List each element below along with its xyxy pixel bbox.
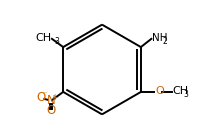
Text: NH: NH	[152, 33, 168, 43]
Text: 2: 2	[162, 37, 167, 46]
Text: 3: 3	[54, 37, 59, 46]
Text: CH: CH	[35, 33, 51, 43]
Text: O: O	[37, 91, 46, 103]
Text: ⁻: ⁻	[42, 89, 47, 98]
Text: O: O	[46, 104, 55, 117]
Text: N: N	[46, 94, 55, 107]
Text: CH: CH	[173, 86, 189, 96]
Text: 3: 3	[183, 90, 188, 99]
Text: +: +	[51, 93, 58, 102]
Text: O: O	[155, 86, 164, 96]
